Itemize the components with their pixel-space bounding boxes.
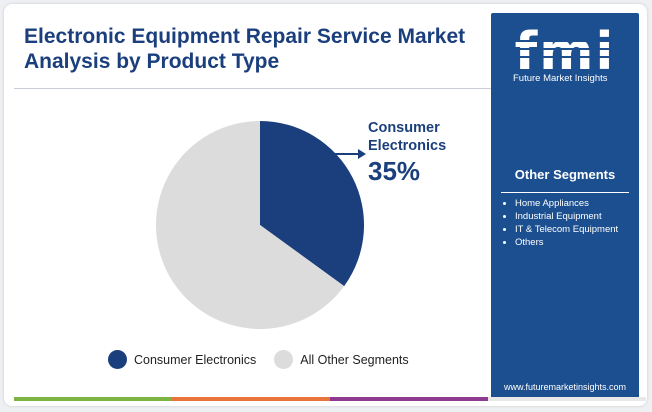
segment-item-others: Others bbox=[515, 236, 618, 249]
pie-slice-consumer-electronics bbox=[260, 121, 364, 287]
bar-segment-green bbox=[14, 397, 172, 401]
legend-swatch-consumer-electronics bbox=[108, 350, 127, 369]
other-segments-heading: Other Segments bbox=[514, 167, 616, 182]
page-title: Electronic Equipment Repair Service Mark… bbox=[24, 24, 494, 74]
pie-slice-all-other-segments bbox=[156, 121, 345, 329]
report-card: Electronic Equipment Repair Service Mark… bbox=[4, 4, 647, 406]
side-panel: fmi Future Market Insights Other Segment… bbox=[491, 13, 639, 399]
segment-item-it-telecom-equipment: IT & Telecom Equipment bbox=[515, 223, 618, 236]
panel-divider bbox=[501, 192, 629, 193]
annotation-arrowhead bbox=[358, 149, 366, 159]
pie-slices bbox=[156, 121, 364, 329]
brand-name: Future Market Insights bbox=[513, 73, 608, 84]
fmi-logo-icon: fmi bbox=[511, 22, 619, 82]
legend-label-consumer-electronics: Consumer Electronics bbox=[134, 352, 257, 367]
segment-item-home-appliances: Home Appliances bbox=[515, 197, 618, 210]
legend-item-consumer-electronics: Consumer Electronics bbox=[108, 350, 256, 369]
annotation-value: 35% bbox=[368, 156, 421, 186]
annotation-label: Consumer Electronics bbox=[368, 119, 446, 155]
bar-segment-orange bbox=[172, 397, 330, 401]
bottom-color-bar bbox=[14, 397, 646, 401]
chart-legend: Consumer Electronics All Other Segments bbox=[108, 350, 427, 369]
title-divider bbox=[14, 88, 491, 89]
annotation-label-line-1: Consumer bbox=[368, 120, 440, 136]
legend-swatch-all-other-segments bbox=[274, 350, 294, 369]
title-line-2: Analysis by Product Type bbox=[24, 50, 280, 73]
bar-segment-grey bbox=[488, 397, 646, 401]
title-line-1: Electronic Equipment Repair Service Mark… bbox=[24, 25, 466, 48]
website-link[interactable]: www.futuremarketinsights.com bbox=[503, 382, 627, 392]
legend-label-all-other-segments: All Other Segments bbox=[300, 352, 409, 367]
bar-segment-purple bbox=[330, 397, 488, 401]
segment-item-industrial-equipment: Industrial Equipment bbox=[515, 210, 618, 223]
annotation-label-line-2: Electronics bbox=[368, 138, 447, 154]
legend-item-all-other-segments: All Other Segments bbox=[274, 350, 409, 369]
pie-chart bbox=[156, 121, 366, 329]
logo-letters: fmi bbox=[515, 22, 616, 82]
other-segments-list: Home Appliances Industrial Equipment IT … bbox=[501, 197, 618, 249]
